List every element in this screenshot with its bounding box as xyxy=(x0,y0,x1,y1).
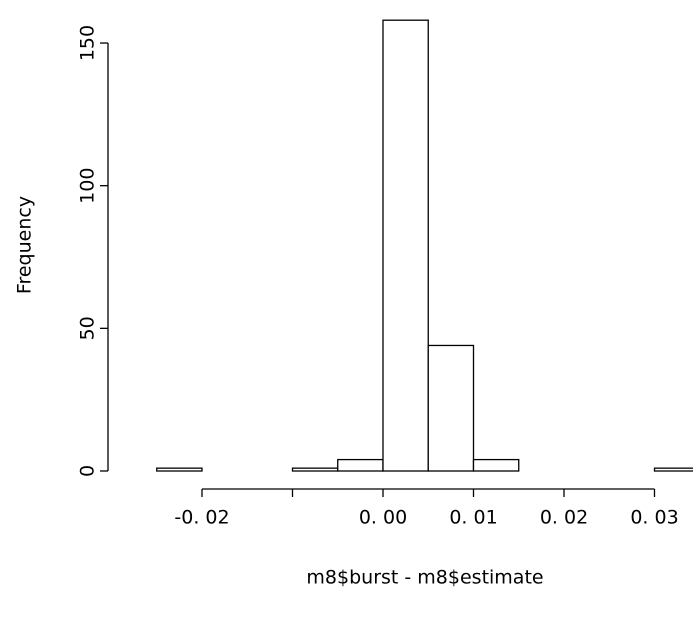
x-tick-label: 0. 03 xyxy=(630,507,678,529)
bar xyxy=(427,344,475,472)
bar xyxy=(156,467,203,472)
x-tick-label: -0. 02 xyxy=(174,507,229,529)
x-tick-label: 0. 02 xyxy=(540,507,588,529)
y-axis-title: Frequency xyxy=(14,196,36,294)
y-tick-label: 150 xyxy=(77,25,99,61)
x-axis-title: m8$burst - m8$estimate xyxy=(306,567,543,589)
x-tick-label: 0. 01 xyxy=(449,507,497,529)
y-tick-label: 100 xyxy=(77,168,99,204)
bar xyxy=(382,19,429,472)
bar xyxy=(653,467,693,472)
bar xyxy=(472,458,520,472)
y-tick-label: 50 xyxy=(77,316,99,340)
y-tick-label: 0 xyxy=(77,465,99,477)
bar xyxy=(337,458,384,472)
x-tick-label: 0. 00 xyxy=(359,507,407,529)
bar xyxy=(291,467,339,472)
